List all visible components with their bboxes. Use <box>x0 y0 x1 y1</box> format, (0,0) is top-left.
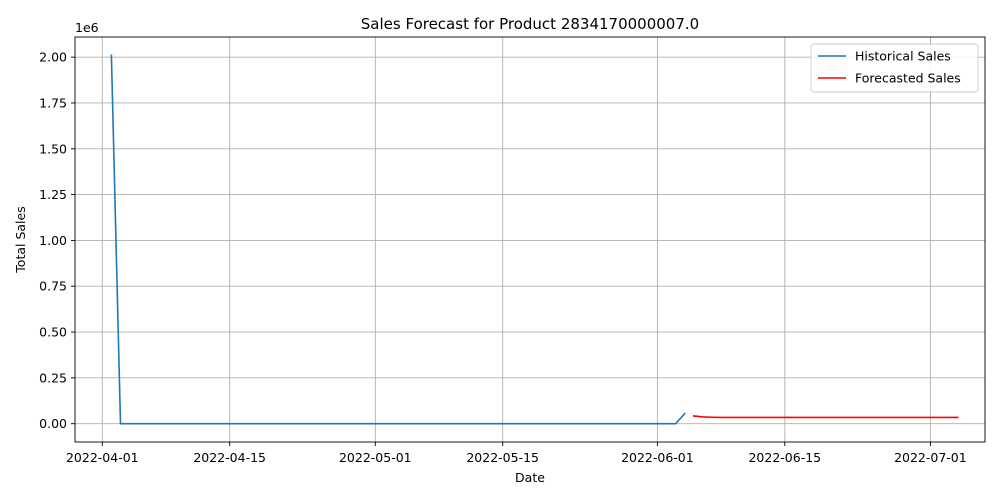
x-tick-label: 2022-07-01 <box>894 450 967 465</box>
legend-box <box>810 43 979 93</box>
x-tick-label: 2022-06-15 <box>748 450 821 465</box>
x-tick-label: 2022-06-01 <box>621 450 694 465</box>
x-tick-label: 2022-04-01 <box>66 450 139 465</box>
legend: Historical Sales Forecasted Sales <box>810 43 979 93</box>
y-axis-ticks: 0.00 0.25 0.50 0.75 1.00 1.25 1.50 1.75 2.00 <box>39 50 75 431</box>
y-tick-label: 1.50 <box>39 141 67 156</box>
legend-label-historical: Historical Sales <box>855 49 951 64</box>
x-axis-label: Date <box>515 470 545 485</box>
series-lines <box>110 54 959 425</box>
y-tick-label: 1.00 <box>39 233 67 248</box>
forecasted-sales-line <box>692 415 959 419</box>
plot-border <box>74 36 986 443</box>
x-tick-label: 2022-05-15 <box>466 450 539 465</box>
y-tick-label: 0.50 <box>39 325 67 340</box>
y-axis-label: Total Sales <box>13 206 28 273</box>
y-tick-label: 1.75 <box>39 95 67 110</box>
x-axis-ticks: 2022-04-01 2022-04-15 2022-05-01 2022-05-15… <box>66 442 967 465</box>
y-axis-offset-label: 1e6 <box>75 20 99 35</box>
x-tick-label: 2022-05-01 <box>339 450 412 465</box>
y-tick-label: 2.00 <box>39 50 67 65</box>
y-tick-label: 0.25 <box>39 370 67 385</box>
legend-label-forecast: Forecasted Sales <box>855 71 961 86</box>
y-tick-label: 1.25 <box>39 187 67 202</box>
x-tick-label: 2022-04-15 <box>193 450 266 465</box>
y-tick-label: 0.00 <box>39 416 67 431</box>
chart-title: Sales Forecast for Product 2834170000007… <box>361 15 699 33</box>
y-tick-label: 0.75 <box>39 279 67 294</box>
plot-area <box>75 37 985 442</box>
historical-sales-line <box>110 54 686 425</box>
